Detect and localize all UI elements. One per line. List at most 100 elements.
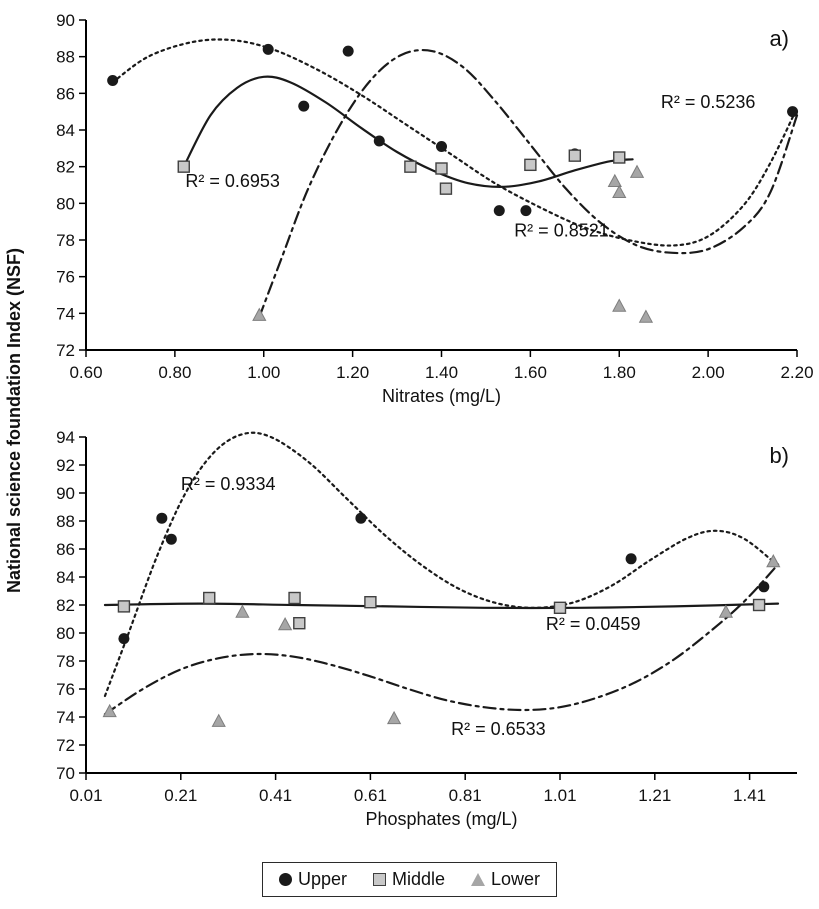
x-tick-label: 1.21 [638, 786, 671, 805]
data-point-upper [342, 45, 354, 57]
x-tick-label: 0.21 [164, 786, 197, 805]
data-point-lower [612, 298, 627, 312]
r-squared-annotation: R² = 0.5236 [661, 92, 756, 112]
data-point-upper [787, 106, 799, 118]
data-point-upper [436, 141, 447, 152]
legend-label-lower: Lower [491, 869, 541, 889]
shared-y-axis-label-text: National science foundation Index (NSF) [4, 247, 25, 593]
legend-item-upper: Upper [278, 869, 347, 890]
r-squared-annotation: R² = 0.6533 [451, 719, 546, 739]
data-point-lower [629, 164, 645, 178]
y-tick-label: 82 [56, 596, 75, 615]
data-point-lower [718, 604, 734, 618]
data-point-upper [520, 205, 532, 217]
x-tick-label: 0.81 [449, 786, 482, 805]
data-point-upper [758, 581, 770, 593]
data-point-middle [524, 158, 537, 172]
r-squared-annotation: R² = 0.6953 [185, 171, 280, 191]
y-tick-label: 74 [56, 708, 75, 727]
data-point-upper [156, 512, 168, 524]
panel-label: b) [769, 443, 789, 468]
data-point-upper [373, 135, 385, 147]
y-tick-label: 90 [56, 484, 75, 503]
data-point-middle [435, 162, 448, 175]
lower-marker-icon [471, 873, 486, 886]
x-axis-title: Phosphates (mg/L) [365, 809, 517, 829]
y-tick-label: 92 [56, 456, 75, 475]
r-squared-annotation: R² = 0.9334 [181, 474, 276, 494]
trendline-upper [111, 38, 799, 247]
data-point-lower [612, 184, 627, 199]
y-tick-label: 78 [56, 652, 75, 671]
trendline-upper [103, 431, 780, 698]
y-tick-label: 80 [56, 624, 75, 643]
data-point-upper [493, 205, 505, 217]
data-point-middle [613, 151, 626, 164]
x-tick-label: 2.20 [780, 363, 813, 382]
data-point-middle [117, 600, 131, 613]
x-tick-label: 1.40 [425, 363, 458, 382]
y-tick-label: 82 [56, 158, 75, 177]
legend-item-lower: Lower [471, 869, 540, 890]
data-point-middle [752, 598, 766, 612]
data-point-upper [165, 533, 177, 545]
legend-label-middle: Middle [391, 869, 446, 889]
upper-marker-icon [278, 873, 292, 886]
chart-panel-a: 0.60 0.80 1.00 1.20 1.40 1.60 1.80 2.00 2.20 72 74… [56, 11, 813, 406]
data-point-upper [107, 75, 119, 86]
data-point-upper [625, 553, 637, 565]
legend-label-upper: Upper [297, 869, 347, 889]
y-tick-label: 88 [56, 48, 75, 67]
data-point-upper [355, 512, 367, 524]
data-point-lower [102, 703, 117, 718]
x-tick-label: 0.60 [69, 363, 102, 382]
y-tick-label: 94 [56, 428, 75, 447]
y-tick-label: 84 [56, 568, 75, 587]
x-tick-label: 1.00 [247, 363, 280, 382]
r-squared-annotation: R² = 0.8521 [514, 220, 609, 240]
y-tick-label: 74 [56, 304, 75, 323]
data-point-middle [364, 595, 377, 609]
data-point-lower [235, 604, 250, 618]
data-point-middle [553, 601, 567, 615]
x-tick-label: 1.01 [543, 786, 576, 805]
x-axis-title: Nitrates (mg/L) [382, 386, 501, 406]
data-point-middle [288, 591, 301, 605]
x-tick-label: 2.00 [692, 363, 725, 382]
trendline-lower [258, 48, 799, 319]
data-point-middle [203, 591, 216, 605]
data-point-upper [298, 100, 310, 112]
data-point-lower [386, 710, 402, 725]
x-tick-label: 0.80 [158, 363, 191, 382]
data-point-middle [404, 160, 417, 173]
x-tick-label: 1.20 [336, 363, 369, 382]
chart-panel-b: 0.01 0.21 0.41 0.61 0.81 1.01 1.21 1.41 70 72 74 76… [56, 428, 797, 829]
trendline-middle [182, 75, 634, 188]
chart-area: 0.60 0.80 1.00 1.20 1.40 1.60 1.80 2.00 2.20 72 74… [32, 4, 819, 844]
legend-item-middle: Middle [372, 869, 446, 890]
y-tick-label: 76 [56, 680, 75, 699]
trendline-lower [103, 563, 780, 716]
middle-marker-icon [372, 873, 386, 886]
data-point-lower [277, 617, 293, 631]
legend-wrap: Upper Middle Lower [0, 862, 819, 897]
y-tick-label: 86 [56, 84, 75, 103]
data-point-upper [262, 43, 274, 55]
data-point-middle [293, 616, 306, 630]
data-point-lower [766, 554, 781, 568]
x-tick-label: 1.60 [514, 363, 547, 382]
x-tick-label: 0.01 [69, 786, 102, 805]
shared-y-axis-label: National science foundation Index (NSF) [0, 0, 30, 840]
y-tick-label: 90 [56, 11, 75, 30]
data-point-upper [118, 633, 130, 645]
data-point-lower [607, 173, 622, 188]
y-tick-label: 72 [56, 736, 75, 755]
y-tick-label: 70 [56, 764, 75, 783]
x-tick-label: 1.41 [733, 786, 766, 805]
data-point-lower [638, 309, 654, 323]
trendline-middle [103, 602, 780, 610]
data-point-middle [177, 160, 190, 173]
data-point-middle [568, 149, 582, 162]
panel-label: a) [769, 26, 789, 51]
